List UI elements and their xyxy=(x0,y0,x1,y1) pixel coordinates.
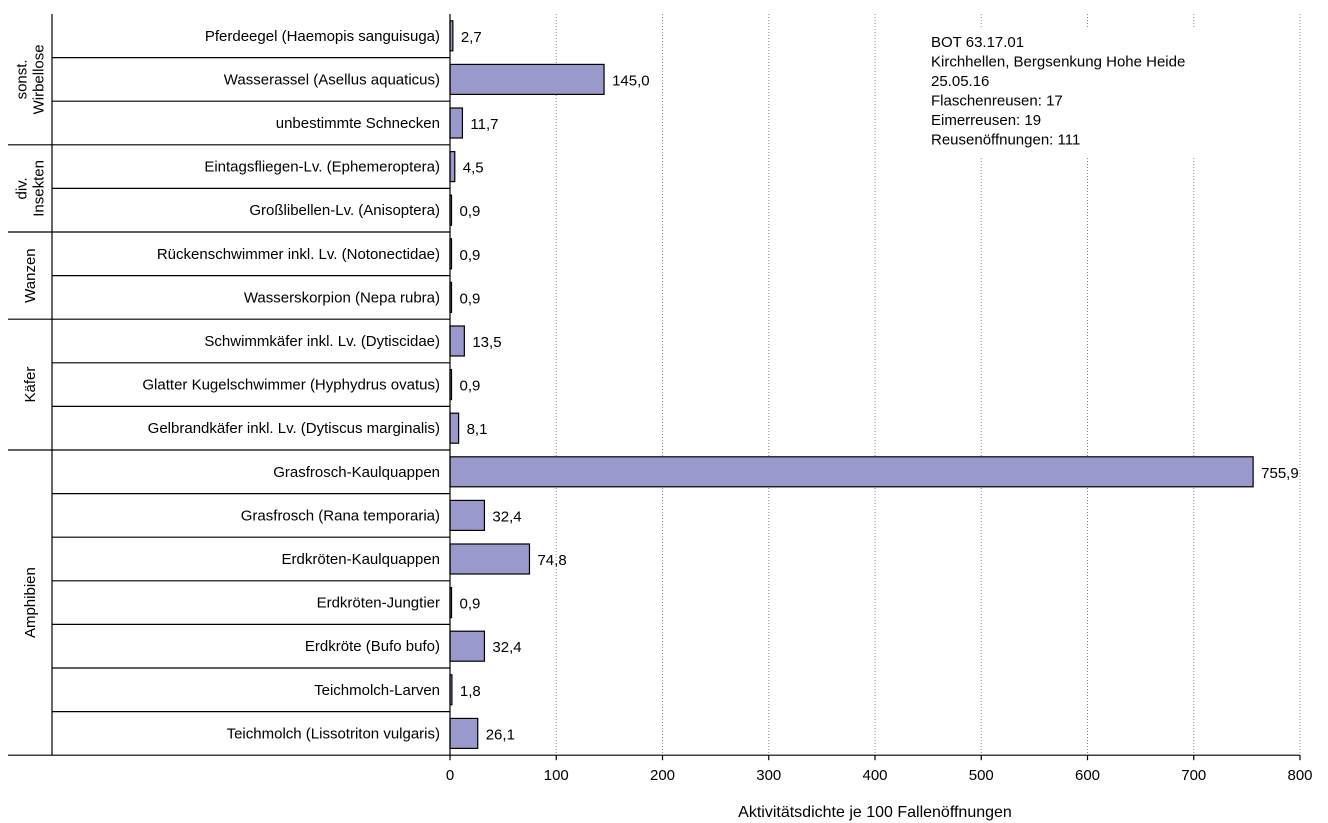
value-label: 32,4 xyxy=(492,508,521,525)
x-tick-label: 200 xyxy=(650,767,675,784)
category-label: Pferdeegel (Haemopis sanguisuga) xyxy=(205,28,440,45)
value-label: 2,7 xyxy=(461,29,482,46)
x-tick-label: 800 xyxy=(1287,767,1312,784)
bar xyxy=(449,151,456,183)
x-tick-label: 400 xyxy=(862,767,887,784)
category-label: Teichmolch-Larven xyxy=(314,682,440,699)
info-box-line: Flaschenreusen: 17 xyxy=(931,93,1063,110)
bar xyxy=(449,63,605,96)
info-box-background xyxy=(928,28,1250,158)
category-label: Wasserassel (Asellus aquaticus) xyxy=(224,71,440,88)
value-label: 13,5 xyxy=(472,334,501,351)
bar xyxy=(449,412,460,444)
value-label: 32,4 xyxy=(492,639,521,656)
value-label: 755,9 xyxy=(1261,465,1299,482)
value-label: 0,9 xyxy=(460,290,481,307)
bars: 2,7 145,0 11,7 4,5 0,9 0,9 0,9 13,5 0,9 8,1 755,9 3… xyxy=(449,20,1299,750)
x-axis: 0 100 200 300 400 500 600 700 800 xyxy=(446,14,1313,784)
value-label: 4,5 xyxy=(463,160,484,177)
value-label: 145,0 xyxy=(612,72,650,89)
value-label: 8,1 xyxy=(467,421,488,438)
category-label: Erdkröten-Kaulquappen xyxy=(282,551,440,568)
group-label: sonst. xyxy=(14,59,31,99)
group-label: Wanzen xyxy=(22,248,39,302)
value-label: 0,9 xyxy=(460,247,481,264)
value-label: 0,9 xyxy=(460,378,481,395)
bar xyxy=(449,499,486,531)
value-label: 74,8 xyxy=(537,552,566,569)
x-tick-label: 100 xyxy=(544,767,569,784)
category-label: Rückenschwimmer inkl. Lv. (Notonectidae) xyxy=(157,246,440,263)
category-table: Pferdeegel (Haemopis sanguisuga) Wasseras… xyxy=(8,14,450,756)
group-label: Wirbellose xyxy=(31,44,48,114)
category-label: Wasserskorpion (Nepa rubra) xyxy=(244,289,440,306)
category-label: Erdkröten-Jungtier xyxy=(317,595,440,612)
x-tick-label: 500 xyxy=(969,767,994,784)
value-label: 1,8 xyxy=(460,683,481,700)
info-box-line: Kirchhellen, Bergsenkung Hohe Heide xyxy=(931,54,1185,71)
group-label: Insekten xyxy=(31,160,48,217)
category-label: Erdkröte (Bufo bufo) xyxy=(305,638,440,655)
category-label: Grasfrosch (Rana temporaria) xyxy=(241,507,440,524)
category-label: Schwimmkäfer inkl. Lv. (Dytiscidae) xyxy=(204,333,440,350)
value-label: 11,7 xyxy=(470,116,498,133)
x-axis-label: Aktivitätsdichte je 100 Fallenöffnungen xyxy=(738,804,1012,821)
x-tick-label: 300 xyxy=(756,767,781,784)
value-label: 26,1 xyxy=(486,726,515,743)
group-label: Amphibien xyxy=(22,567,39,638)
category-label: Großlibellen-Lv. (Anisoptera) xyxy=(249,202,440,219)
value-label: 0,9 xyxy=(460,203,481,220)
bar xyxy=(449,717,479,750)
bar xyxy=(449,543,531,575)
category-label: Glatter Kugelschwimmer (Hyphydrus ovatus… xyxy=(142,377,440,394)
bar xyxy=(449,325,465,357)
category-label: Teichmolch (Lissotriton vulgaris) xyxy=(227,725,440,742)
info-box: BOT 63.17.01 Kirchhellen, Bergsenkung Hoh… xyxy=(928,28,1250,158)
bar xyxy=(449,107,464,139)
bar xyxy=(449,456,1254,488)
x-tick-label: 0 xyxy=(446,767,454,784)
info-box-line: 25.05.16 xyxy=(931,73,989,90)
x-tick-label: 700 xyxy=(1181,767,1206,784)
info-box-line: BOT 63.17.01 xyxy=(931,34,1024,51)
bar xyxy=(449,630,486,662)
group-label: div. xyxy=(14,177,31,199)
value-label: 0,9 xyxy=(460,596,481,613)
info-box-line: Reusenöffnungen: 111 xyxy=(931,132,1080,149)
category-label: Grasfrosch-Kaulquappen xyxy=(273,464,440,481)
category-label: Gelbrandkäfer inkl. Lv. (Dytiscus margin… xyxy=(148,420,440,437)
category-label: Eintagsfliegen-Lv. (Ephemeroptera) xyxy=(204,159,440,176)
group-label: Käfer xyxy=(22,367,39,403)
x-tick-label: 600 xyxy=(1075,767,1100,784)
info-box-line: Eimerreusen: 19 xyxy=(931,112,1041,129)
category-label: unbestimmte Schnecken xyxy=(276,115,440,132)
